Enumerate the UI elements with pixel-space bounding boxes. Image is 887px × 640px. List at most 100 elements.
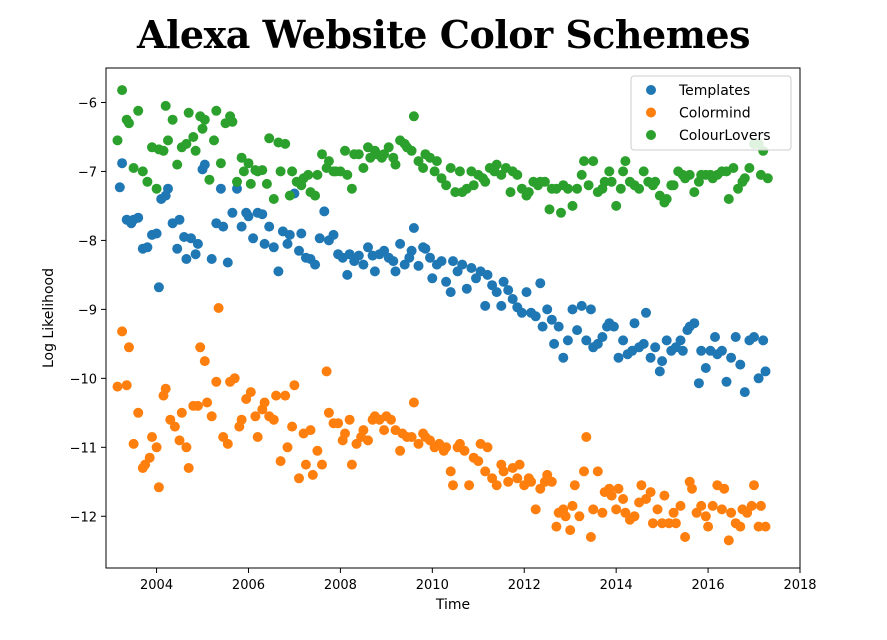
data-point	[638, 338, 649, 349]
data-point	[245, 387, 256, 398]
data-point	[190, 249, 201, 260]
data-point	[507, 294, 518, 304]
data-point	[197, 123, 208, 134]
data-point	[264, 133, 275, 144]
data-point	[172, 243, 183, 254]
data-point	[498, 276, 509, 287]
data-point	[491, 159, 502, 170]
data-point	[282, 238, 293, 249]
legend-marker	[646, 85, 656, 95]
data-point	[615, 183, 626, 194]
data-point	[282, 442, 293, 453]
data-point	[689, 318, 700, 329]
data-point	[280, 138, 291, 149]
data-point	[551, 521, 562, 532]
data-point	[209, 135, 219, 146]
data-point	[562, 335, 573, 346]
data-point	[353, 149, 364, 160]
data-point	[236, 152, 247, 163]
data-point	[675, 335, 686, 346]
data-point	[491, 480, 502, 491]
data-point	[358, 259, 369, 270]
data-point	[480, 300, 491, 311]
data-point	[232, 176, 242, 187]
data-point	[151, 183, 162, 194]
data-point	[342, 169, 353, 180]
data-point	[243, 158, 254, 169]
data-point	[696, 345, 707, 356]
data-point	[445, 287, 456, 298]
legend-box	[630, 75, 792, 151]
data-point	[693, 378, 704, 389]
points-layer	[112, 85, 773, 546]
data-point	[546, 314, 557, 325]
data-point	[723, 194, 734, 204]
data-point	[305, 425, 316, 436]
data-point	[700, 511, 711, 522]
data-point	[124, 342, 134, 353]
data-point	[512, 473, 523, 484]
y-tick-label: −8	[78, 234, 97, 249]
data-point	[144, 452, 155, 463]
y-tick-label: −12	[70, 510, 97, 525]
data-point	[539, 176, 550, 187]
data-point	[572, 183, 583, 194]
data-point	[317, 149, 327, 160]
data-point	[257, 165, 268, 176]
y-axis-label: Log Likelihood	[41, 268, 57, 368]
data-point	[204, 174, 215, 185]
data-point	[284, 190, 295, 201]
data-point	[160, 100, 171, 111]
data-point	[142, 176, 153, 187]
data-point	[167, 114, 178, 125]
data-point	[261, 178, 272, 189]
data-point	[128, 163, 139, 173]
data-point	[618, 494, 629, 504]
data-point	[158, 145, 169, 156]
data-point	[445, 466, 456, 477]
data-point	[181, 442, 192, 453]
data-point	[599, 176, 610, 187]
data-point	[464, 480, 475, 491]
data-point	[735, 521, 746, 532]
data-point	[707, 500, 718, 511]
data-point	[503, 476, 514, 487]
y-tick-label: −11	[70, 441, 97, 456]
data-point	[746, 500, 757, 511]
data-point	[556, 207, 566, 218]
x-tick-label: 2010	[416, 578, 449, 593]
data-point	[264, 221, 275, 232]
data-point	[604, 166, 615, 177]
data-point	[441, 180, 452, 191]
data-point	[542, 304, 553, 315]
data-point	[112, 381, 123, 392]
data-point	[680, 532, 691, 542]
data-point	[441, 442, 452, 453]
x-tick-label: 2012	[508, 578, 541, 593]
data-point	[248, 233, 259, 244]
data-point	[390, 266, 401, 277]
data-point	[585, 304, 596, 315]
data-point	[618, 335, 629, 346]
data-point	[696, 500, 707, 511]
data-point	[498, 466, 509, 477]
data-point	[526, 476, 537, 487]
data-point	[280, 390, 291, 401]
data-point	[448, 256, 458, 267]
data-point	[576, 300, 587, 311]
data-point	[133, 105, 144, 116]
data-point	[553, 321, 564, 332]
data-point	[641, 307, 651, 318]
data-point	[744, 163, 755, 173]
data-point	[544, 204, 555, 215]
data-point	[133, 407, 144, 418]
data-point	[512, 169, 523, 180]
data-point	[687, 483, 697, 494]
data-point	[675, 500, 686, 511]
data-point	[317, 459, 327, 470]
data-point	[369, 266, 380, 277]
data-point	[567, 200, 578, 211]
data-point	[716, 504, 727, 515]
data-point	[670, 518, 681, 529]
data-point	[466, 263, 477, 273]
